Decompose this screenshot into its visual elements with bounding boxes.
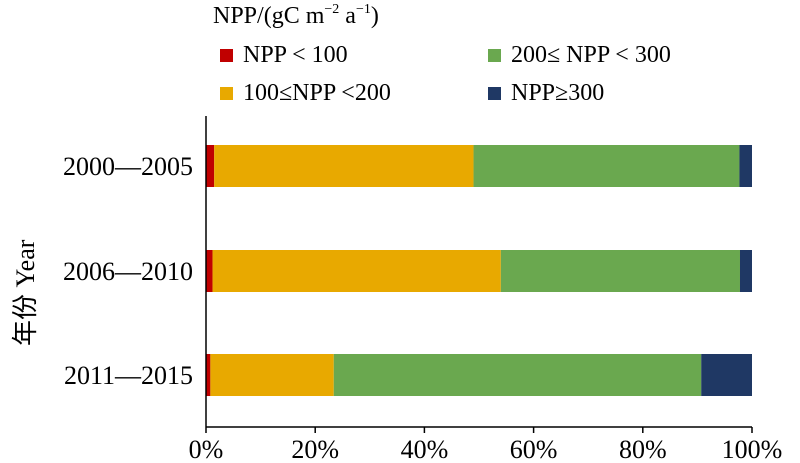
y-tick-label: 2006—2010 — [63, 257, 193, 286]
bar-segment-1-2 — [500, 250, 740, 292]
legend-label: 100≤NPP <200 — [243, 80, 391, 106]
x-tick-label: 60% — [510, 435, 558, 463]
legend-label: NPP≥300 — [511, 80, 605, 106]
bar-segment-0-1 — [214, 145, 474, 187]
bar-segment-1-1 — [212, 250, 501, 292]
x-tick-label: 100% — [722, 435, 783, 463]
bar-segment-1-0 — [206, 250, 213, 292]
legend-title: NPP/(gC m−2 a−1) — [213, 2, 379, 29]
legend-swatch-orange — [220, 87, 233, 100]
legend-item-npp-lt-100: NPP < 100 — [220, 42, 348, 69]
bar-segment-2-1 — [210, 354, 334, 396]
legend-swatch-red — [220, 49, 233, 62]
legend-item-npp-100-200: 100≤NPP <200 — [220, 80, 391, 107]
x-tick-label: 80% — [619, 435, 667, 463]
bar-segment-1-3 — [739, 250, 752, 292]
legend-swatch-navy — [488, 87, 501, 100]
x-tick-label: 0% — [189, 435, 224, 463]
bar-segment-0-2 — [473, 145, 740, 187]
bar-segment-2-2 — [333, 354, 702, 396]
x-tick-label: 20% — [291, 435, 339, 463]
y-tick-label: 2011—2015 — [64, 361, 193, 390]
legend-swatch-green — [488, 49, 501, 62]
legend-label: NPP < 100 — [243, 42, 348, 68]
legend-item-npp-200-300: 200≤ NPP < 300 — [488, 42, 671, 69]
bar-segment-2-3 — [701, 354, 752, 396]
x-tick-label: 40% — [401, 435, 449, 463]
y-tick-label: 2000—2005 — [63, 152, 193, 181]
bar-segment-0-3 — [739, 145, 752, 187]
legend-item-npp-ge-300: NPP≥300 — [488, 80, 604, 107]
bar-segment-2-0 — [206, 354, 211, 396]
legend-label: 200≤ NPP < 300 — [511, 42, 671, 68]
bar-segment-0-0 — [206, 145, 215, 187]
